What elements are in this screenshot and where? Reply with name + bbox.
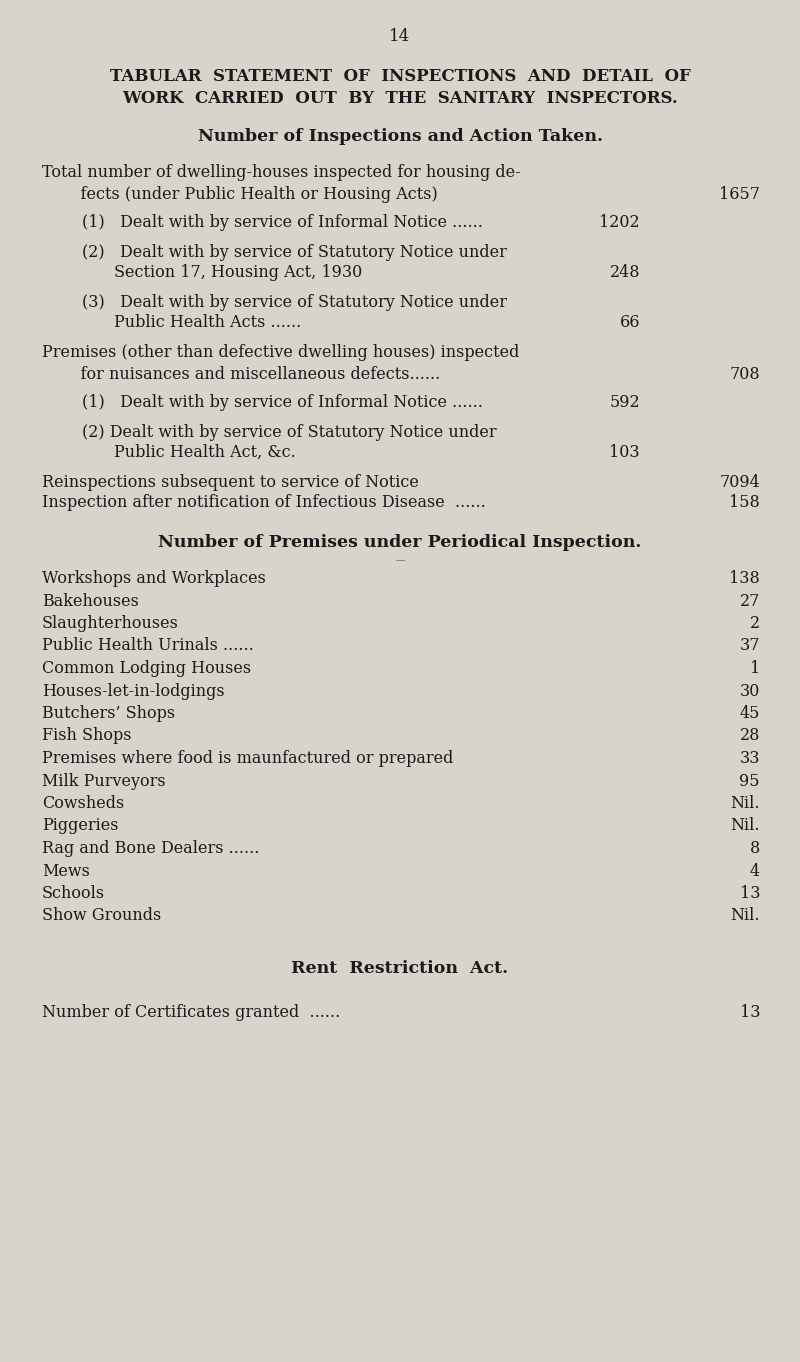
Text: Premises where food is maunfactured or prepared: Premises where food is maunfactured or p… [42, 750, 454, 767]
Text: Number of Inspections and Action Taken.: Number of Inspections and Action Taken. [198, 128, 602, 144]
Text: Reinspections subsequent to service of Notice: Reinspections subsequent to service of N… [42, 474, 419, 490]
Text: Schools: Schools [42, 885, 105, 902]
Text: 66: 66 [619, 315, 640, 331]
Text: (1)   Dealt with by service of Informal Notice ......: (1) Dealt with by service of Informal No… [82, 214, 483, 232]
Text: fects (under Public Health or Housing Acts): fects (under Public Health or Housing Ac… [60, 187, 438, 203]
Text: 708: 708 [730, 366, 760, 383]
Text: TABULAR  STATEMENT  OF  INSPECTIONS  AND  DETAIL  OF: TABULAR STATEMENT OF INSPECTIONS AND DET… [110, 68, 690, 84]
Text: 592: 592 [610, 394, 640, 411]
Text: Nil.: Nil. [730, 795, 760, 812]
Text: 27: 27 [740, 592, 760, 610]
Text: Nil.: Nil. [730, 817, 760, 835]
Text: Butchers’ Shops: Butchers’ Shops [42, 706, 175, 722]
Text: Piggeries: Piggeries [42, 817, 118, 835]
Text: Bakehouses: Bakehouses [42, 592, 139, 610]
Text: Public Health Act, &c.: Public Health Act, &c. [114, 444, 296, 460]
Text: 33: 33 [739, 750, 760, 767]
Text: 103: 103 [610, 444, 640, 460]
Text: —: — [395, 556, 405, 565]
Text: Nil.: Nil. [730, 907, 760, 925]
Text: 45: 45 [740, 706, 760, 722]
Text: (2) Dealt with by service of Statutory Notice under: (2) Dealt with by service of Statutory N… [82, 424, 497, 441]
Text: 4: 4 [750, 862, 760, 880]
Text: Houses-let-in-lodgings: Houses-let-in-lodgings [42, 682, 225, 700]
Text: Milk Purveyors: Milk Purveyors [42, 772, 166, 790]
Text: 13: 13 [739, 885, 760, 902]
Text: 158: 158 [730, 494, 760, 511]
Text: 1657: 1657 [719, 187, 760, 203]
Text: 7094: 7094 [719, 474, 760, 490]
Text: 95: 95 [739, 772, 760, 790]
Text: 30: 30 [740, 682, 760, 700]
Text: Workshops and Workplaces: Workshops and Workplaces [42, 571, 266, 587]
Text: 138: 138 [730, 571, 760, 587]
Text: 1: 1 [750, 661, 760, 677]
Text: WORK  CARRIED  OUT  BY  THE  SANITARY  INSPECTORS.: WORK CARRIED OUT BY THE SANITARY INSPECT… [122, 90, 678, 108]
Text: 37: 37 [739, 637, 760, 655]
Text: Rent  Restriction  Act.: Rent Restriction Act. [291, 960, 509, 977]
Text: Slaughterhouses: Slaughterhouses [42, 616, 179, 632]
Text: Total number of dwelling-houses inspected for housing de-: Total number of dwelling-houses inspecte… [42, 163, 521, 181]
Text: Rag and Bone Dealers ......: Rag and Bone Dealers ...... [42, 840, 259, 857]
Text: Number of Certificates granted  ......: Number of Certificates granted ...... [42, 1004, 340, 1022]
Text: (3)   Dealt with by service of Statutory Notice under: (3) Dealt with by service of Statutory N… [82, 294, 507, 311]
Text: Common Lodging Houses: Common Lodging Houses [42, 661, 251, 677]
Text: for nuisances and miscellaneous defects......: for nuisances and miscellaneous defects.… [60, 366, 440, 383]
Text: Premises (other than defective dwelling houses) inspected: Premises (other than defective dwelling … [42, 345, 519, 361]
Text: Public Health Urinals ......: Public Health Urinals ...... [42, 637, 254, 655]
Text: (2)   Dealt with by service of Statutory Notice under: (2) Dealt with by service of Statutory N… [82, 244, 507, 262]
Text: 13: 13 [739, 1004, 760, 1022]
Text: Fish Shops: Fish Shops [42, 727, 131, 745]
Text: 2: 2 [750, 616, 760, 632]
Text: 248: 248 [610, 264, 640, 281]
Text: Inspection after notification of Infectious Disease  ......: Inspection after notification of Infecti… [42, 494, 486, 511]
Text: (1)   Dealt with by service of Informal Notice ......: (1) Dealt with by service of Informal No… [82, 394, 483, 411]
Text: 8: 8 [750, 840, 760, 857]
Text: 1202: 1202 [599, 214, 640, 232]
Text: Section 17, Housing Act, 1930: Section 17, Housing Act, 1930 [114, 264, 362, 281]
Text: Cowsheds: Cowsheds [42, 795, 124, 812]
Text: 14: 14 [390, 29, 410, 45]
Text: Mews: Mews [42, 862, 90, 880]
Text: 28: 28 [740, 727, 760, 745]
Text: Number of Premises under Periodical Inspection.: Number of Premises under Periodical Insp… [158, 534, 642, 552]
Text: Public Health Acts ......: Public Health Acts ...... [114, 315, 302, 331]
Text: Show Grounds: Show Grounds [42, 907, 162, 925]
